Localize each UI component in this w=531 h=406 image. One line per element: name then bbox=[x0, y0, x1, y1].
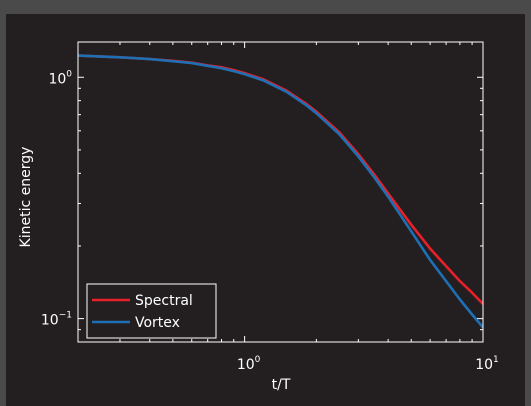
legend-box bbox=[86, 283, 217, 339]
plot-frame bbox=[77, 41, 484, 343]
y-tick-label: 10−1 bbox=[41, 311, 72, 329]
tick-label-layer: 100 101 10−1 100 bbox=[41, 69, 499, 373]
x-axis-label: t/T bbox=[272, 377, 291, 393]
series-layer bbox=[78, 54, 483, 329]
legend-label-vortex: Vortex bbox=[135, 315, 180, 331]
x-tick-label: 101 bbox=[475, 355, 499, 373]
series-line-vortex bbox=[78, 54, 483, 329]
legend-label-spectral: Spectral bbox=[135, 293, 193, 309]
y-axis-label: Kinetic energy bbox=[18, 147, 34, 248]
legend: Spectral Vortex bbox=[86, 283, 217, 339]
y-tick-label: 100 bbox=[48, 69, 72, 87]
x-tick-label: 100 bbox=[237, 355, 261, 373]
